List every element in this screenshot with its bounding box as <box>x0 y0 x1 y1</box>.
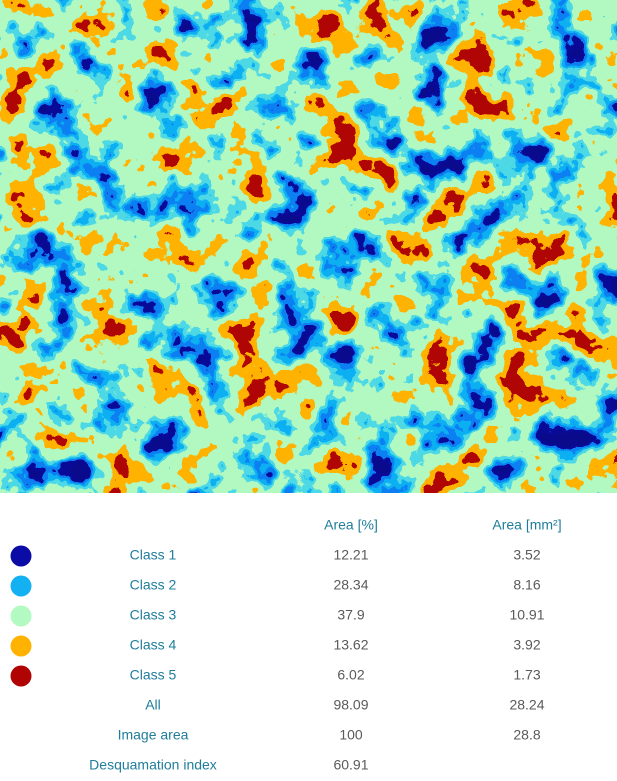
class-dot <box>10 545 32 567</box>
column-header: Area [%] <box>324 517 378 533</box>
class-dot <box>10 575 32 597</box>
classification-map <box>0 0 617 493</box>
cell-value: 3.92 <box>513 637 540 653</box>
cell-value: 60.91 <box>333 757 368 773</box>
row-label: Desquamation index <box>89 757 217 773</box>
cell-value: 3.52 <box>513 547 540 563</box>
cell-value: 98.09 <box>333 697 368 713</box>
row-label: Image area <box>118 727 189 743</box>
class-dot <box>10 605 32 627</box>
cell-value: 6.02 <box>337 667 364 683</box>
row-label: Class 4 <box>130 637 177 653</box>
class-dot <box>10 665 32 687</box>
row-label: Class 5 <box>130 667 177 683</box>
row-label: Class 1 <box>130 547 177 563</box>
cell-value: 100 <box>339 727 363 743</box>
cell-value: 12.21 <box>333 547 368 563</box>
cell-value: 13.62 <box>333 637 368 653</box>
cell-value: 28.24 <box>509 697 544 713</box>
cell-value: 8.16 <box>513 577 540 593</box>
row-label: Class 2 <box>130 577 177 593</box>
cell-value: 28.34 <box>333 577 368 593</box>
cell-value: 37.9 <box>337 607 364 623</box>
row-label: All <box>145 697 161 713</box>
cell-value: 28.8 <box>513 727 540 743</box>
row-label: Class 3 <box>130 607 177 623</box>
column-header: Area [mm²] <box>492 517 561 533</box>
class-dot <box>10 635 32 657</box>
cell-value: 1.73 <box>513 667 540 683</box>
cell-value: 10.91 <box>509 607 544 623</box>
